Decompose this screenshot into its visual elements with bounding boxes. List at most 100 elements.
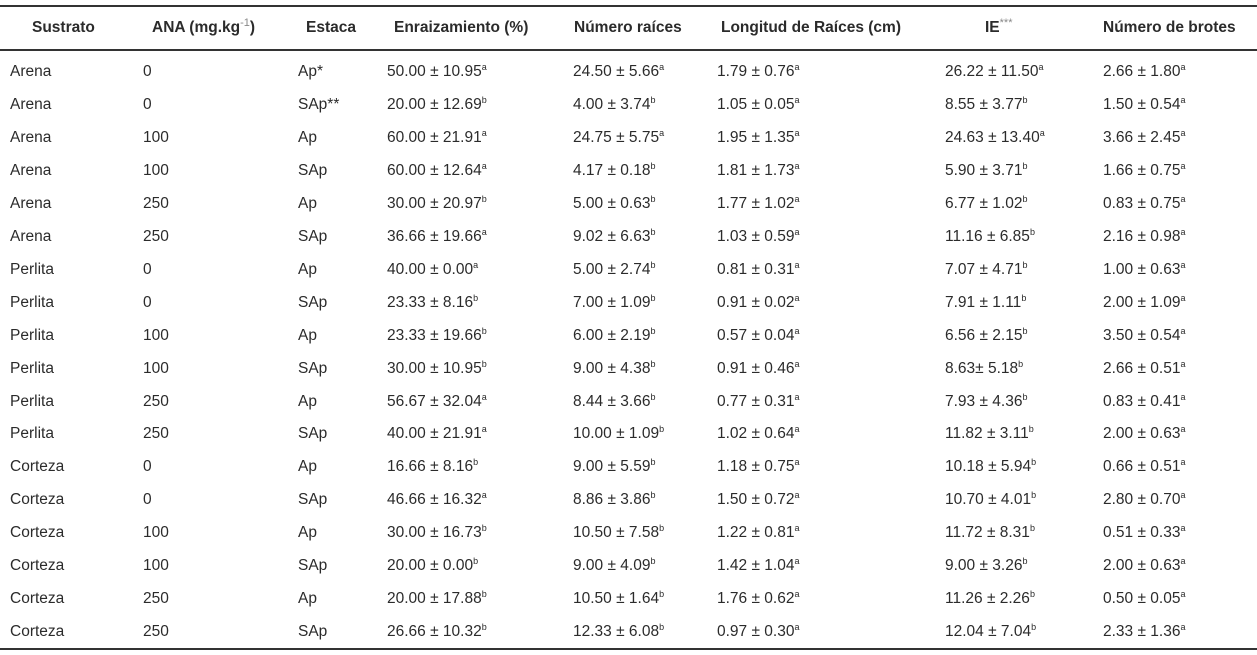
superscript: b: [481, 358, 487, 369]
superscript: b: [659, 622, 665, 633]
superscript: a: [1180, 556, 1186, 567]
header-cell: Enraizamiento (%): [394, 19, 529, 36]
superscript: a: [1180, 259, 1186, 270]
cell: 100: [143, 128, 169, 146]
cell-text: 1.42 ± 1.04: [717, 557, 795, 575]
cell: Perlita: [10, 260, 54, 278]
cell: 2.16 ± 0.98a: [1103, 227, 1185, 247]
superscript: a: [1180, 127, 1186, 138]
superscript: b: [481, 193, 487, 204]
cell: Corteza: [10, 590, 65, 608]
superscript: a: [1180, 457, 1186, 468]
cell: 2.80 ± 0.70a: [1103, 490, 1185, 510]
cell: 10.18 ± 5.94b: [945, 457, 1036, 477]
superscript: b: [1022, 94, 1028, 105]
cell: 24.63 ± 13.40a: [945, 128, 1045, 148]
cell: 30.00 ± 10.95b: [387, 359, 487, 379]
cell: SAp: [298, 491, 328, 509]
superscript: a: [473, 259, 479, 270]
cell: 2.00 ± 1.09a: [1103, 293, 1185, 313]
cell: SAp: [298, 161, 328, 179]
cell: 12.33 ± 6.08b: [573, 622, 664, 642]
cell: 30.00 ± 20.97b: [387, 194, 487, 214]
cell-text: 1.76 ± 0.62: [717, 590, 795, 608]
cell: 100: [143, 557, 169, 575]
cell-text: 1.05 ± 0.05: [717, 95, 795, 113]
cell: 1.00 ± 0.63a: [1103, 260, 1185, 280]
superscript: b: [650, 259, 656, 270]
cell-text: 2.16 ± 0.98: [1103, 227, 1181, 245]
cell: 0: [143, 95, 152, 113]
cell: 9.02 ± 6.63b: [573, 227, 655, 247]
cell: 7.91 ± 1.11b: [945, 293, 1026, 313]
cell: 20.00 ± 0.00b: [387, 556, 478, 576]
cell-text: 7.93 ± 4.36: [945, 392, 1023, 410]
superscript: a: [481, 391, 487, 402]
superscript: b: [473, 292, 479, 303]
superscript: b: [1031, 622, 1037, 633]
cell: 24.50 ± 5.66a: [573, 62, 664, 82]
header-cell: IE***: [985, 18, 1013, 38]
header-cell: Sustrato: [32, 19, 95, 36]
cell: Corteza: [10, 491, 65, 509]
cell-text: 11.82 ± 3.11: [945, 425, 1029, 443]
cell: 0.83 ± 0.75a: [1103, 194, 1185, 214]
superscript: a: [1039, 127, 1045, 138]
cell: 10.50 ± 1.64b: [573, 589, 664, 609]
superscript: a: [794, 424, 800, 435]
superscript: b: [1029, 226, 1035, 237]
superscript: b: [1022, 556, 1028, 567]
header-cell: Número de brotes: [1103, 19, 1236, 36]
cell-text: 12.33 ± 6.08: [573, 623, 660, 641]
cell: 7.07 ± 4.71b: [945, 260, 1027, 280]
cell: Ap: [298, 524, 317, 542]
cell: 2.00 ± 0.63a: [1103, 556, 1185, 576]
cell: 5.90 ± 3.71b: [945, 161, 1027, 181]
cell-text: 23.33 ± 8.16: [387, 293, 474, 311]
cell: 1.79 ± 0.76a: [717, 62, 799, 82]
cell: SAp: [298, 227, 328, 245]
cell-text: 7.91 ± 1.11: [945, 293, 1022, 311]
cell: 11.72 ± 8.31b: [945, 523, 1035, 543]
cell: 0.91 ± 0.46a: [717, 359, 799, 379]
cell: 7.00 ± 1.09b: [573, 293, 655, 313]
cell-text: 11.16 ± 6.85: [945, 227, 1030, 245]
cell: 250: [143, 590, 169, 608]
cell: 1.02 ± 0.64a: [717, 424, 799, 444]
superscript: a: [794, 193, 800, 204]
cell: 6.56 ± 2.15b: [945, 326, 1027, 346]
cell-text: 7.00 ± 1.09: [573, 293, 651, 311]
cell: 30.00 ± 16.73b: [387, 523, 487, 543]
cell: 9.00 ± 4.09b: [573, 556, 655, 576]
cell-text: ANA (mg.kg: [152, 19, 241, 36]
cell-text: 1.50 ± 0.72: [717, 491, 795, 509]
cell: 3.50 ± 0.54a: [1103, 326, 1185, 346]
cell-text: 6.56 ± 2.15: [945, 326, 1023, 344]
cell: 23.33 ± 8.16b: [387, 293, 478, 313]
cell: 40.00 ± 0.00a: [387, 260, 478, 280]
cell: 26.22 ± 11.50a: [945, 62, 1044, 82]
cell: Ap: [298, 128, 317, 146]
cell: 250: [143, 425, 169, 443]
header-cell: Estaca: [306, 19, 356, 36]
cell-text: 7.07 ± 4.71: [945, 260, 1023, 278]
cell-text: 1.50 ± 0.54: [1103, 95, 1181, 113]
cell: 2.00 ± 0.63a: [1103, 424, 1185, 444]
cell-text: 1.18 ± 0.75: [717, 458, 795, 476]
cell-text: 10.00 ± 1.09: [573, 425, 660, 443]
cell-text: 5.00 ± 0.63: [573, 194, 651, 212]
cell: 0.97 ± 0.30a: [717, 622, 799, 642]
superscript: a: [1180, 193, 1186, 204]
cell-text: 9.00 ± 5.59: [573, 458, 651, 476]
cell-text: 6.77 ± 1.02: [945, 194, 1023, 212]
superscript: a: [1180, 424, 1186, 435]
cell-text: 8.63± 5.18: [945, 359, 1019, 377]
cell: 10.70 ± 4.01b: [945, 490, 1036, 510]
cell-text: 1.02 ± 0.64: [717, 425, 795, 443]
superscript: b: [481, 523, 487, 534]
cell: 11.26 ± 2.26b: [945, 589, 1035, 609]
cell: 60.00 ± 12.64a: [387, 161, 487, 181]
cell-text: 16.66 ± 8.16: [387, 458, 474, 476]
cell-text: 30.00 ± 16.73: [387, 524, 482, 542]
cell: Arena: [10, 227, 52, 245]
